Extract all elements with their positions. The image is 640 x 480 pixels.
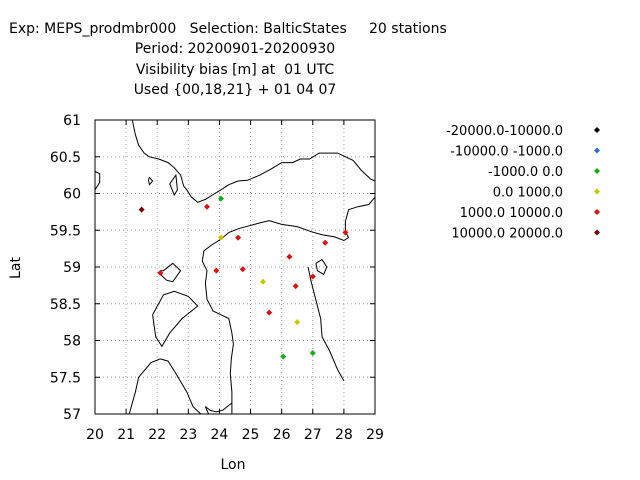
station-marker xyxy=(235,234,242,241)
y-tick-label: 60.5 xyxy=(50,150,81,166)
y-tick-label: 59 xyxy=(63,260,81,276)
header-used-line: Used {00,18,21} + 01 04 07 xyxy=(133,82,337,98)
legend-label: 10000.0 20000.0 xyxy=(451,227,563,242)
x-tick-label: 25 xyxy=(242,427,260,443)
station-marker xyxy=(322,239,329,246)
header-experiment-line: Exp: MEPS_prodmbr000 Selection: BalticSt… xyxy=(9,21,447,37)
legend-label: -1000.0 0.0 xyxy=(488,165,563,180)
coastline xyxy=(159,262,182,283)
station-marker xyxy=(157,269,164,276)
coastline xyxy=(315,258,328,276)
coastline xyxy=(147,176,154,186)
y-tick-label: 58 xyxy=(63,334,81,350)
header-variable-line: Visibility bias [m] at 01 UTC xyxy=(135,62,335,78)
legend-label: 1000.0 10000.0 xyxy=(460,206,563,221)
station-marker xyxy=(266,309,273,316)
legend-marker xyxy=(594,168,600,174)
station-marker xyxy=(309,273,316,280)
coastline-map xyxy=(94,119,376,415)
legend-label: -20000.0-10000.0 xyxy=(446,124,563,139)
axis-ticks: 20 21 22 23 24 25 26 27 28 29 57 57.5 58 58.5 59 59.5 60… xyxy=(50,113,384,443)
station-marker xyxy=(218,234,224,241)
station-marker xyxy=(342,229,349,236)
station-marker xyxy=(239,266,246,273)
x-tick-label: 28 xyxy=(335,427,353,443)
y-tick-label: 59.5 xyxy=(50,223,81,239)
station-marker xyxy=(204,203,210,210)
y-tick-label: 60 xyxy=(63,187,81,203)
coastline xyxy=(131,119,376,203)
legend-marker xyxy=(594,209,600,215)
legend-marker xyxy=(594,127,600,133)
y-tick-label: 57 xyxy=(63,407,81,423)
legend-marker xyxy=(594,229,600,236)
coastline xyxy=(94,171,101,191)
x-tick-label: 24 xyxy=(211,427,229,443)
x-tick-label: 26 xyxy=(273,427,291,443)
station-marker xyxy=(292,283,299,290)
legend-marker xyxy=(594,147,600,154)
x-axis-label: Lon xyxy=(221,457,246,473)
station-marker xyxy=(280,353,287,360)
station-marker xyxy=(218,195,224,202)
coastline xyxy=(307,266,345,382)
x-tick-label: 27 xyxy=(304,427,322,443)
x-tick-label: 20 xyxy=(86,427,104,443)
data-points xyxy=(138,195,349,360)
x-tick-label: 23 xyxy=(179,427,197,443)
y-tick-label: 61 xyxy=(63,113,81,129)
y-tick-label: 57.5 xyxy=(50,370,81,386)
coastline xyxy=(201,196,376,414)
station-marker xyxy=(294,319,301,326)
station-marker xyxy=(309,349,316,356)
station-marker xyxy=(260,278,266,285)
station-marker xyxy=(213,267,220,274)
coastline xyxy=(152,290,199,348)
legend-label: 0.0 1000.0 xyxy=(493,186,563,201)
coastline xyxy=(128,358,202,415)
legend-label: -10000.0 -1000.0 xyxy=(450,145,563,160)
coastline xyxy=(204,402,233,415)
x-tick-label: 29 xyxy=(366,427,384,443)
x-tick-label: 22 xyxy=(148,427,166,443)
legend-marker xyxy=(594,188,600,195)
station-marker xyxy=(286,253,293,260)
header-period-line: Period: 20200901-20200930 xyxy=(134,41,336,57)
y-axis-label: Lat xyxy=(8,257,24,279)
legend: -20000.0-10000.0 -10000.0 -1000.0 -1000.0 … xyxy=(446,124,600,242)
y-tick-label: 58.5 xyxy=(50,297,81,313)
x-tick-label: 21 xyxy=(117,427,135,443)
coastline xyxy=(169,173,178,197)
station-marker xyxy=(138,206,145,213)
